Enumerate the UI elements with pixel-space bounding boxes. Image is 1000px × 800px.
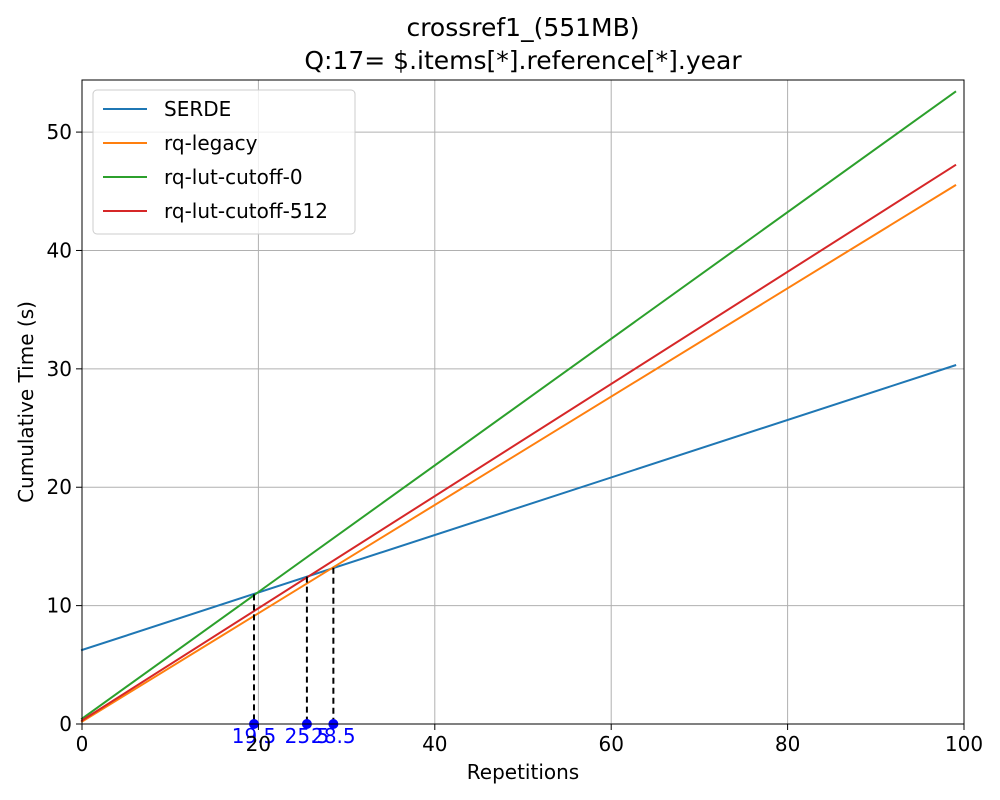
chart-subtitle: Q:17= $.items[*].reference[*].year: [304, 46, 742, 75]
x-tick-label: 80: [775, 732, 800, 756]
legend-entry: rq-lut-cutoff-0: [103, 165, 303, 189]
crossover-label: 28.5: [311, 724, 356, 748]
series-lines: [80, 90, 957, 724]
series-line-rq-lut-cutoff-512: [80, 163, 957, 722]
x-tick-label: 100: [945, 732, 983, 756]
x-tick-label: 0: [76, 732, 89, 756]
y-tick-label: 50: [47, 120, 72, 144]
y-tick-label: 20: [47, 475, 72, 499]
grid: [81, 80, 965, 725]
legend-label: rq-legacy: [164, 131, 258, 155]
series-line-rq-legacy: [80, 183, 957, 724]
y-tick-label: 10: [47, 594, 72, 618]
series-line-serde: [80, 364, 957, 652]
legend-label: rq-lut-cutoff-512: [164, 199, 328, 223]
legend-label: SERDE: [164, 97, 231, 121]
legend-box: [92, 89, 356, 235]
legend-entry: rq-legacy: [103, 131, 258, 155]
y-axis-label: Cumulative Time (s): [14, 301, 38, 503]
y-tick-label: 30: [47, 357, 72, 381]
plot-frame: [81, 79, 965, 725]
chart-title: crossref1_(551MB): [406, 13, 639, 42]
x-tick-label: 40: [422, 732, 447, 756]
crossover-markers: 19.5 25.528.5: [232, 567, 356, 748]
crossover-label: 19.5: [232, 724, 277, 748]
series-line-rq-lut-cutoff-0: [80, 90, 957, 721]
x-axis-label: Repetitions: [467, 760, 579, 784]
legend-entry: SERDE: [103, 97, 231, 121]
legend-entry: rq-lut-cutoff-512: [103, 199, 328, 223]
x-tick-label: 60: [598, 732, 623, 756]
axis-ticks: 0 20 40 60 80 100 0 10 20 30 40 50: [47, 120, 984, 756]
y-tick-label: 0: [59, 712, 72, 736]
legend: SERDE rq-legacy rq-lut-cutoff-0 rq-lut-cuto…: [92, 89, 356, 235]
crossover-label: 25.5: [285, 724, 330, 748]
y-tick-label: 40: [47, 238, 72, 262]
legend-label: rq-lut-cutoff-0: [164, 165, 303, 189]
x-tick-label: 20: [246, 732, 271, 756]
